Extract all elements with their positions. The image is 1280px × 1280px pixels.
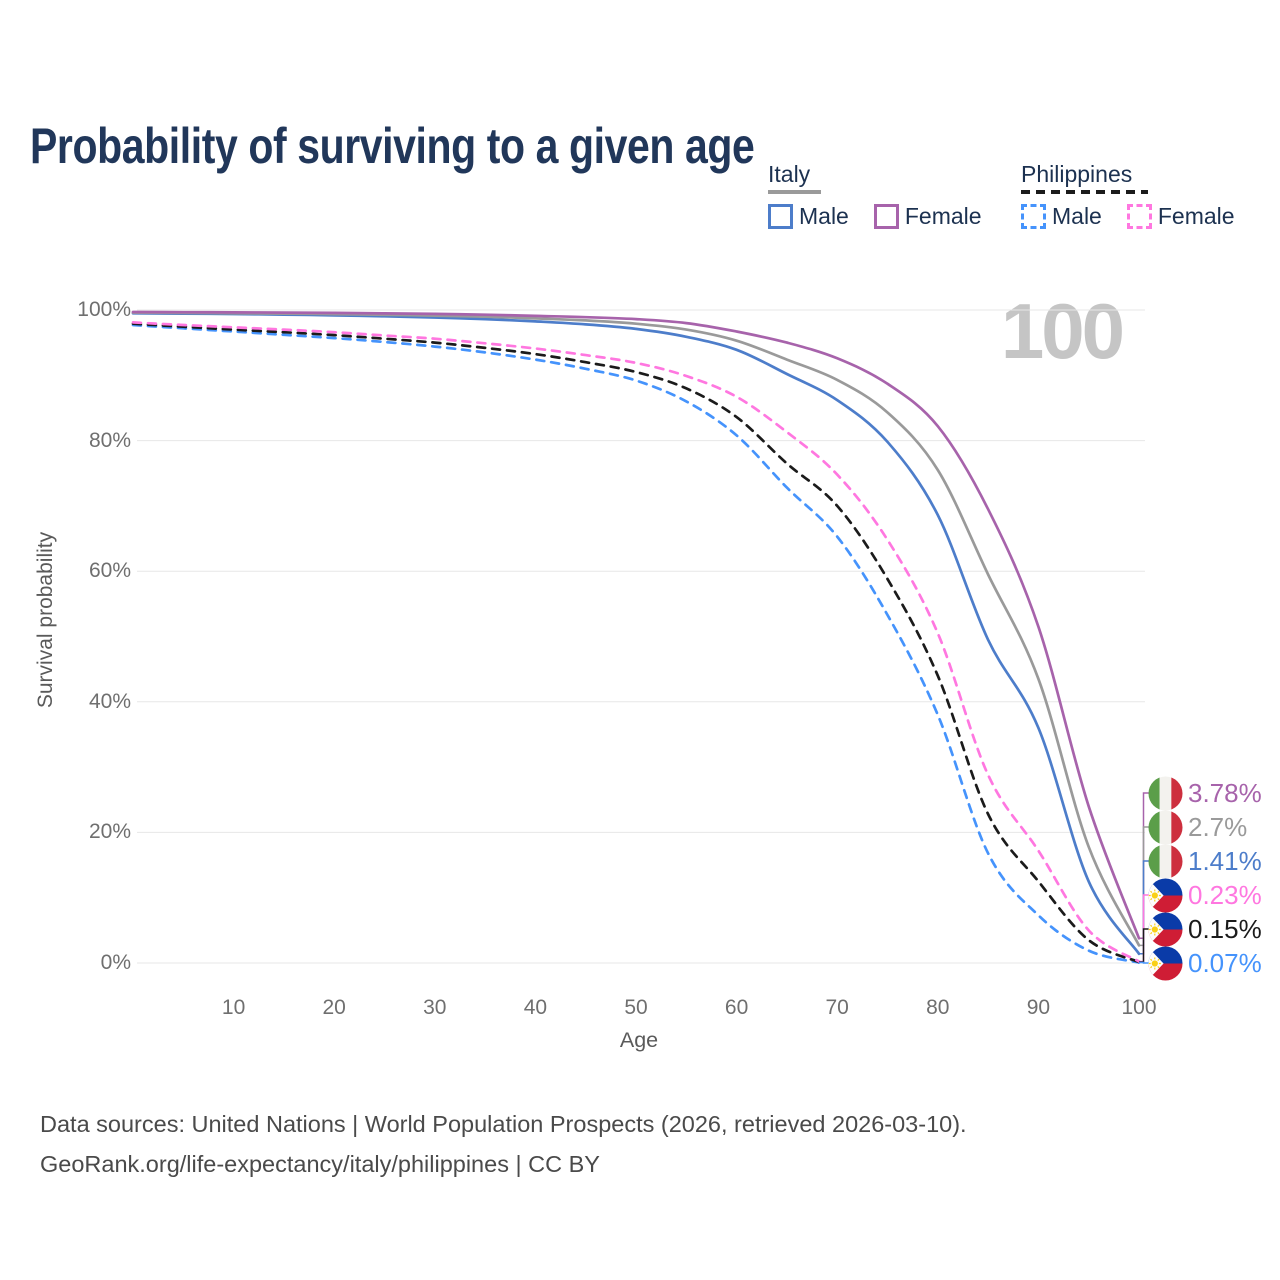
curve-philippines-male[interactable] (131, 323, 1141, 964)
legend-label-philippines-male[interactable]: Male (1052, 203, 1102, 229)
y-tick-100: 100% (77, 298, 131, 321)
y-tick-0: 0% (100, 951, 131, 974)
leader-line-philippines-male (1139, 961, 1149, 964)
philippines-flag-icon (1148, 911, 1183, 947)
y-tick-60: 60% (88, 559, 131, 583)
footer-data-sources: Data sources: United Nations | World Pop… (40, 1111, 967, 1137)
x-tick-10: 10 (221, 996, 246, 1019)
legend-group-philippines-underline (1021, 190, 1148, 194)
end-label-italy-both-sexes: 2.7% (1148, 809, 1248, 845)
x-tick-80: 80 (926, 996, 950, 1019)
x-tick-20: 20 (322, 996, 346, 1019)
hovered-age-watermark: 100 (1000, 287, 1125, 375)
legend-group-philippines: Philippines Male Female (1021, 160, 1260, 230)
x-tick-90: 90 (1026, 996, 1051, 1019)
end-label-value: 1.41% (1188, 845, 1262, 876)
end-label-philippines-female: 0.23% (1148, 877, 1262, 913)
end-label-philippines-both-sexes: 0.15% (1148, 911, 1262, 947)
end-label-italy-male: 1.41% (1148, 843, 1262, 879)
legend-swatch-philippines-male[interactable] (1021, 204, 1046, 229)
footer-link[interactable]: GeoRank.org/life-expectancy/italy/philip… (40, 1151, 600, 1177)
end-label-value: 0.23% (1188, 879, 1262, 910)
x-axis-title: Age (619, 1028, 659, 1052)
y-tick-40: 40% (88, 689, 131, 713)
end-label-philippines-male: 0.07% (1148, 945, 1262, 981)
legend-label-philippines-female[interactable]: Female (1157, 203, 1235, 229)
italy-flag-icon (1148, 809, 1183, 845)
legend-group-italy-label[interactable]: Italy (768, 161, 811, 187)
philippines-flag-icon (1148, 945, 1183, 981)
y-tick-20: 20% (88, 820, 131, 844)
philippines-flag-icon (1148, 877, 1183, 913)
legend-label-italy-female[interactable]: Female (904, 203, 982, 229)
legend-swatch-italy-male[interactable] (768, 204, 793, 229)
legend-group-italy-underline (768, 190, 821, 194)
end-label-value: 0.07% (1188, 947, 1262, 978)
legend-group-italy: Italy Male Female (768, 160, 1007, 230)
y-tick-80: 80% (88, 428, 131, 452)
legend-swatch-philippines-female[interactable] (1126, 204, 1152, 229)
curve-philippines-female[interactable] (131, 321, 1141, 963)
italy-flag-icon (1148, 775, 1183, 811)
footer: Data sources: United Nations | World Pop… (40, 1104, 967, 1184)
x-tick-30: 30 (423, 996, 447, 1019)
end-label-value: 0.15% (1188, 913, 1262, 944)
italy-flag-icon (1148, 843, 1183, 879)
curve-italy-male[interactable] (131, 311, 1141, 956)
legend-group-philippines-label[interactable]: Philippines (1021, 161, 1133, 187)
end-label-value: 3.78% (1188, 777, 1262, 808)
x-tick-100: 100 (1121, 996, 1157, 1019)
curve-philippines-both-sexes[interactable] (131, 322, 1141, 964)
end-label-italy-female: 3.78% (1148, 775, 1262, 811)
legend-label-italy-male[interactable]: Male (799, 203, 849, 229)
x-tick-70: 70 (825, 996, 849, 1019)
x-tick-40: 40 (523, 996, 548, 1019)
legend-swatch-italy-female[interactable] (873, 204, 899, 229)
x-tick-60: 60 (724, 996, 749, 1019)
x-tick-50: 50 (624, 996, 648, 1019)
curve-italy-female[interactable] (131, 310, 1141, 940)
page-title: Probability of surviving to a given age (30, 117, 755, 174)
end-label-value: 2.7% (1188, 811, 1248, 842)
